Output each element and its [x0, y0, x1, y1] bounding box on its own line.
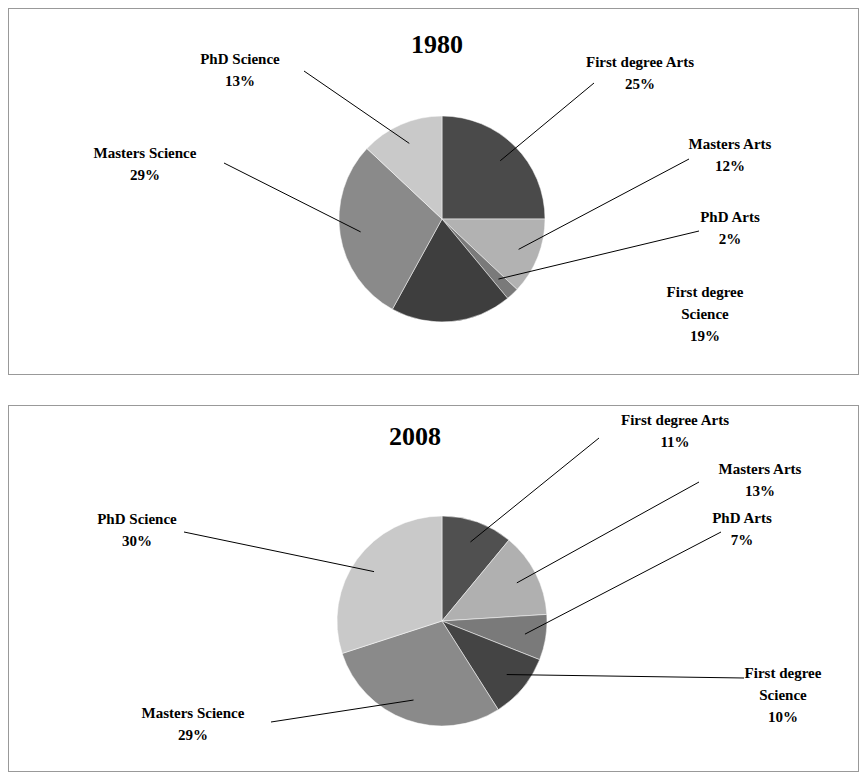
svg-text:First degree Arts11%: First degree Arts11% — [621, 412, 729, 450]
svg-text:Masters Science29%: Masters Science29% — [94, 145, 197, 183]
svg-text:PhD Science13%: PhD Science13% — [200, 51, 280, 89]
svg-text:Masters Science29%: Masters Science29% — [142, 705, 245, 743]
html-text:2008: 2008 — [389, 422, 441, 451]
svg-text:First degree Arts25%: First degree Arts25% — [586, 54, 694, 92]
svg-text:First degreeScience19%: First degreeScience19% — [667, 284, 744, 344]
svg-text:PhD Science30%: PhD Science30% — [97, 511, 177, 549]
svg-text:PhD Arts2%: PhD Arts2% — [700, 209, 760, 247]
svg-text:Masters Arts13%: Masters Arts13% — [719, 461, 802, 499]
svg-text:Masters Arts12%: Masters Arts12% — [689, 136, 772, 174]
html-text:1980: 1980 — [411, 30, 463, 59]
svg-text:PhD Arts7%: PhD Arts7% — [712, 510, 772, 548]
svg-text:First degreeScience10%: First degreeScience10% — [745, 665, 822, 725]
